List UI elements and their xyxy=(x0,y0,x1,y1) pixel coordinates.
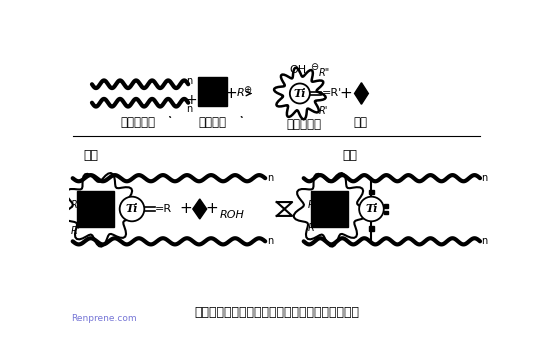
Text: R'': R'' xyxy=(308,200,320,210)
Text: +: + xyxy=(224,86,237,101)
Text: ROH: ROH xyxy=(220,210,245,220)
Text: R': R' xyxy=(319,106,328,116)
Circle shape xyxy=(290,84,310,104)
Text: n: n xyxy=(482,236,488,246)
Text: R': R' xyxy=(71,226,80,236)
Bar xyxy=(312,190,348,227)
Text: R: R xyxy=(237,88,245,98)
Bar xyxy=(77,190,113,227)
Text: 在含填料的热固性聚合物体系中钓酸酯的偶联作用: 在含填料的热固性聚合物体系中钓酸酯的偶联作用 xyxy=(194,307,359,319)
Bar xyxy=(198,76,227,106)
Text: R": R" xyxy=(319,68,330,79)
Text: n: n xyxy=(482,173,488,183)
Text: 有机聤合物: 有机聤合物 xyxy=(120,116,156,129)
Text: +: + xyxy=(186,93,198,107)
Text: R'': R'' xyxy=(308,223,320,233)
Text: ⊖: ⊖ xyxy=(310,62,318,72)
Text: ⊕: ⊕ xyxy=(243,85,251,94)
Text: Ti: Ti xyxy=(365,203,377,215)
Text: OH: OH xyxy=(290,66,307,75)
Text: =R: =R xyxy=(155,204,172,214)
Circle shape xyxy=(120,197,144,221)
Text: n: n xyxy=(186,104,192,114)
Circle shape xyxy=(359,197,384,221)
Text: =R': =R' xyxy=(321,88,342,98)
Text: 固化: 固化 xyxy=(353,116,367,129)
Text: n: n xyxy=(186,76,192,86)
Text: +: + xyxy=(179,202,192,216)
Text: 混炼: 混炼 xyxy=(83,148,98,161)
Text: R'': R'' xyxy=(71,200,83,210)
Text: +: + xyxy=(340,86,353,101)
Text: n: n xyxy=(267,236,273,246)
Polygon shape xyxy=(355,83,368,104)
Bar xyxy=(384,211,388,214)
Text: Renprene.com: Renprene.com xyxy=(71,314,136,323)
Text: n: n xyxy=(267,173,273,183)
Text: 固化: 固化 xyxy=(342,148,357,161)
Text: Ti: Ti xyxy=(126,203,138,215)
Bar xyxy=(369,226,374,231)
Bar xyxy=(369,190,374,194)
Polygon shape xyxy=(193,199,207,219)
Text: +: + xyxy=(205,202,218,216)
Text: 有机钓酸酯: 有机钓酸酯 xyxy=(286,118,321,131)
Text: Ti: Ti xyxy=(294,88,306,99)
Text: 无机填料: 无机填料 xyxy=(199,116,227,129)
Bar xyxy=(384,205,388,208)
